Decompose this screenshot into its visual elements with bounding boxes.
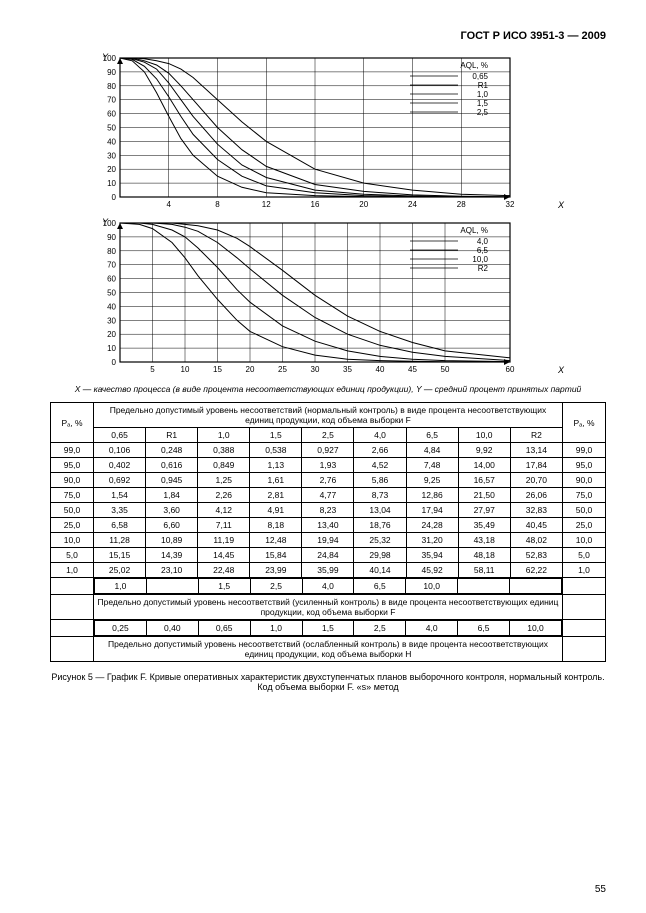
table-row: 75,01,541,842,262,814,778,7312,8621,5026… <box>51 488 606 503</box>
svg-text:10: 10 <box>107 344 116 353</box>
svg-text:0: 0 <box>112 358 117 367</box>
table-row: 25,06,586,607,118,1813,4018,7624,2835,49… <box>51 518 606 533</box>
svg-text:50: 50 <box>107 289 116 298</box>
col-pa-right: Pₐ, % <box>563 403 606 443</box>
column-header: 1,5 <box>250 428 302 443</box>
data-table: Pₐ, % Предельно допустимый уровень несоо… <box>50 402 606 662</box>
svg-text:60: 60 <box>107 275 116 284</box>
column-header: 0,65 <box>94 428 146 443</box>
doc-header: ГОСТ Р ИСО 3951-3 — 2009 <box>50 30 606 42</box>
svg-text:20: 20 <box>359 200 368 209</box>
svg-text:70: 70 <box>107 96 116 105</box>
svg-text:10,0: 10,0 <box>472 255 488 264</box>
svg-text:30: 30 <box>107 151 116 160</box>
svg-text:35: 35 <box>343 365 352 374</box>
svg-text:0: 0 <box>112 193 117 202</box>
svg-text:90: 90 <box>107 233 116 242</box>
svg-text:40: 40 <box>107 137 116 146</box>
page-number: 55 <box>595 884 606 895</box>
svg-text:2,5: 2,5 <box>477 108 489 117</box>
table-row: 5,015,1514,3914,4515,8424,8429,9835,9448… <box>51 548 606 563</box>
svg-text:1,0: 1,0 <box>477 90 489 99</box>
svg-text:30: 30 <box>107 316 116 325</box>
svg-text:Y: Y <box>102 52 109 62</box>
column-header: R2 <box>510 428 562 443</box>
svg-text:40: 40 <box>376 365 385 374</box>
svg-text:24: 24 <box>408 200 417 209</box>
svg-text:X: X <box>557 365 565 375</box>
svg-text:0,65: 0,65 <box>472 72 488 81</box>
oc-chart-1: 481216202428320102030405060708090100YXAQ… <box>78 50 578 215</box>
svg-text:60: 60 <box>506 365 515 374</box>
axis-caption: X — качество процесса (в виде процента н… <box>50 384 606 394</box>
svg-text:20: 20 <box>107 330 116 339</box>
svg-text:4: 4 <box>167 200 172 209</box>
svg-text:10: 10 <box>107 179 116 188</box>
svg-text:16: 16 <box>311 200 320 209</box>
svg-text:20: 20 <box>107 165 116 174</box>
svg-text:45: 45 <box>408 365 417 374</box>
svg-text:60: 60 <box>107 110 116 119</box>
svg-text:6,5: 6,5 <box>477 246 489 255</box>
svg-text:AQL, %: AQL, % <box>460 61 488 70</box>
column-header: 6,5 <box>406 428 458 443</box>
sub-header-2: Предельно допустимый уровень несоответст… <box>94 595 563 620</box>
svg-text:80: 80 <box>107 247 116 256</box>
svg-text:1,5: 1,5 <box>477 99 489 108</box>
column-header: R1 <box>146 428 198 443</box>
svg-text:32: 32 <box>506 200 515 209</box>
svg-text:R1: R1 <box>478 81 489 90</box>
svg-text:5: 5 <box>150 365 155 374</box>
svg-text:30: 30 <box>311 365 320 374</box>
svg-text:40: 40 <box>107 302 116 311</box>
svg-text:80: 80 <box>107 82 116 91</box>
column-header: 4,0 <box>354 428 406 443</box>
svg-text:Y: Y <box>102 217 109 227</box>
sub-header-3: Предельно допустимый уровень несоответст… <box>94 637 563 662</box>
table-row: 90,00,6920,9451,251,612,765,869,2516,572… <box>51 473 606 488</box>
svg-text:15: 15 <box>213 365 222 374</box>
svg-text:50: 50 <box>441 365 450 374</box>
column-header: 2,5 <box>302 428 354 443</box>
figure-caption: Рисунок 5 — График F. Кривые оперативных… <box>50 672 606 692</box>
col-pa-left: Pₐ, % <box>51 403 94 443</box>
table-row: 99,00,1060,2480,3880,5380,9272,664,849,9… <box>51 443 606 458</box>
svg-text:4,0: 4,0 <box>477 237 489 246</box>
column-header: 1,0 <box>198 428 250 443</box>
table-row: 50,03,353,604,124,918,2313,0417,9427,973… <box>51 503 606 518</box>
svg-text:70: 70 <box>107 261 116 270</box>
table-row: 95,00,4020,6160,8491,131,934,527,4814,00… <box>51 458 606 473</box>
svg-text:AQL, %: AQL, % <box>460 226 488 235</box>
svg-text:20: 20 <box>246 365 255 374</box>
table-row: 1,025,0223,1022,4823,9935,9940,1445,9258… <box>51 563 606 578</box>
table-row: 10,011,2810,8911,1912,4819,9425,3231,204… <box>51 533 606 548</box>
svg-text:R2: R2 <box>478 264 489 273</box>
svg-text:25: 25 <box>278 365 287 374</box>
svg-text:12: 12 <box>262 200 271 209</box>
svg-text:50: 50 <box>107 124 116 133</box>
svg-text:X: X <box>557 200 565 210</box>
svg-text:8: 8 <box>215 200 220 209</box>
column-header: 10,0 <box>458 428 510 443</box>
main-header: Предельно допустимый уровень несоответст… <box>94 403 563 428</box>
svg-text:10: 10 <box>181 365 190 374</box>
svg-text:90: 90 <box>107 68 116 77</box>
oc-chart-2: 5 10 15 20 25 30 35 40 45 50 60 0 10 20 30 40 50 60 70 80 90… <box>78 215 578 380</box>
svg-text:28: 28 <box>457 200 466 209</box>
